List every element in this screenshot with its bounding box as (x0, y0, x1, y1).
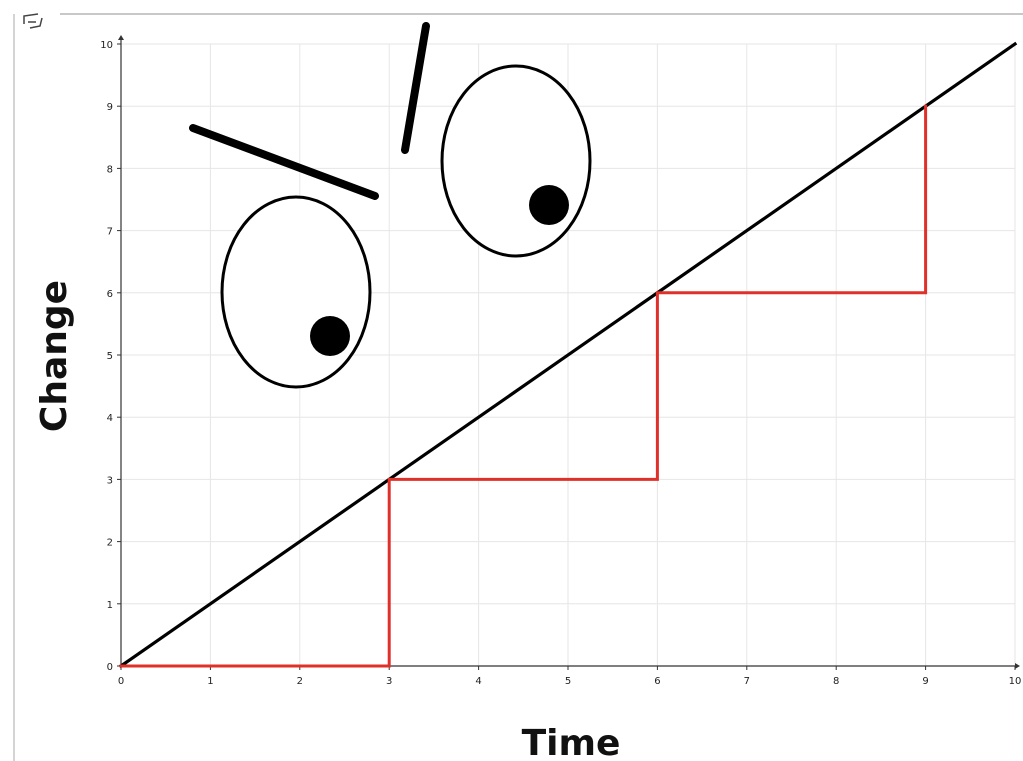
x-tick-label: 10 (1009, 676, 1022, 687)
y-tick-label: 3 (107, 475, 113, 486)
x-tick-label: 6 (654, 676, 660, 687)
x-tick-label: 3 (386, 676, 392, 687)
x-tick-label: 8 (833, 676, 839, 687)
right-pupil (529, 185, 569, 225)
x-tick-label: 0 (118, 676, 124, 687)
y-tick-label: 6 (107, 289, 113, 300)
left-eye (220, 195, 372, 389)
left-eyebrow (189, 124, 379, 200)
left-pupil (310, 316, 350, 356)
x-tick-label: 7 (744, 676, 750, 687)
y-tick-label: 7 (107, 227, 113, 238)
y-tick-label: 8 (107, 164, 113, 175)
x-axis-title: Time (522, 723, 621, 761)
step-series-line (119, 104, 928, 668)
y-tick-label: 1 (107, 600, 113, 611)
linear-series-line (118, 41, 1018, 669)
right-eye (440, 64, 592, 258)
y-axis-arrow-icon (118, 35, 124, 40)
right-eyebrow (401, 22, 430, 154)
y-tick-label: 2 (107, 538, 113, 549)
corner-handle-icon (23, 13, 43, 29)
x-tick-label: 9 (922, 676, 928, 687)
y-tick-label: 10 (100, 40, 113, 51)
x-tick-label: 1 (207, 676, 213, 687)
tick-labels: 0 1 2 3 4 5 6 7 8 9 10 0 1 2 3 4 5 6 7 8 9 10 (100, 40, 1021, 687)
y-axis-title: Change (34, 280, 75, 432)
y-tick-label: 5 (107, 351, 113, 362)
x-axis-arrow-icon (1015, 663, 1020, 669)
face-doodle (189, 22, 592, 389)
x-tick-label: 4 (475, 676, 481, 687)
y-tick-label: 9 (107, 102, 113, 113)
y-tick-label: 4 (107, 413, 113, 424)
x-tick-label: 5 (565, 676, 571, 687)
y-tick-label: 0 (107, 662, 113, 673)
x-tick-label: 2 (297, 676, 303, 687)
chart-series (118, 41, 1018, 669)
